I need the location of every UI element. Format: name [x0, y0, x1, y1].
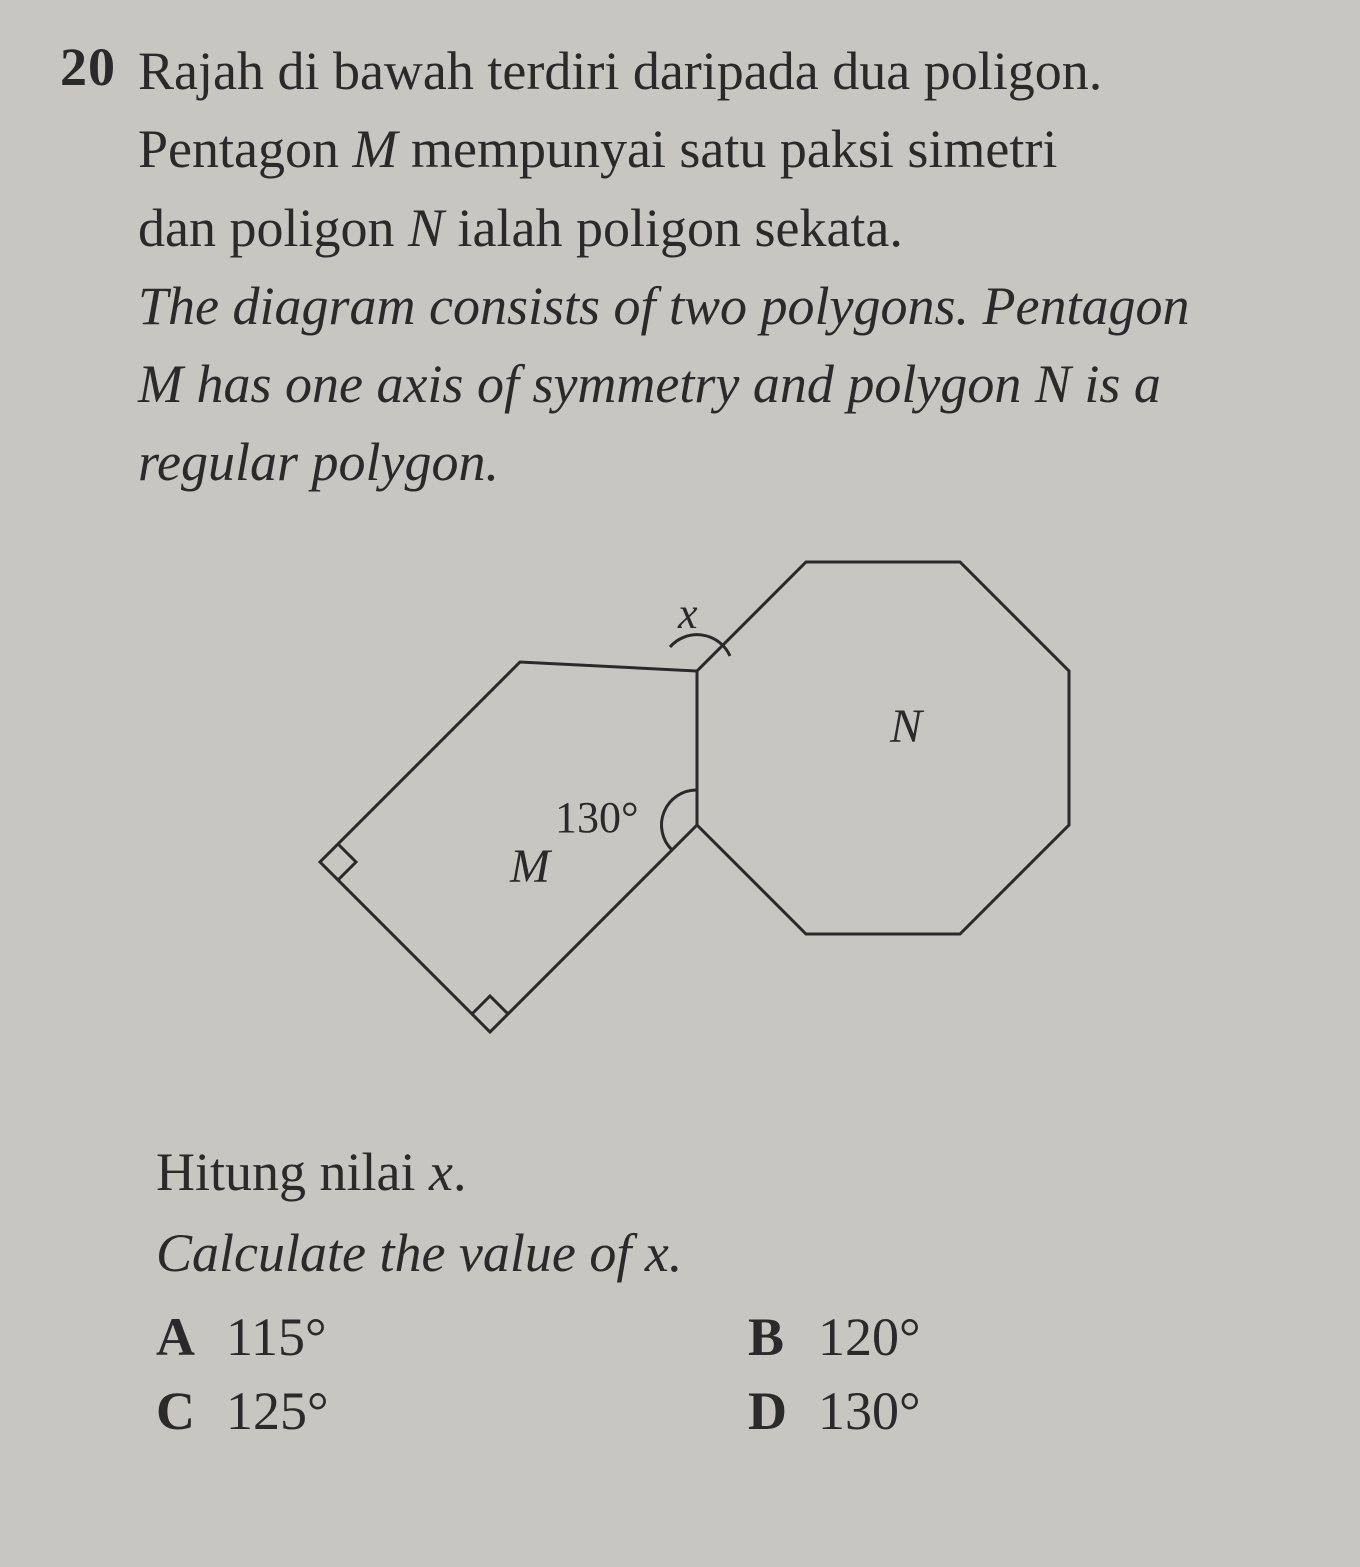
option-b: B 120° [748, 1306, 1300, 1368]
pentagon-m [320, 662, 697, 1032]
var-m-1: M [352, 119, 397, 179]
label-m: M [509, 840, 553, 893]
question-text: Rajah di bawah terdiri daripada dua poli… [138, 32, 1190, 502]
option-d: D 130° [748, 1380, 1300, 1442]
malay-line-3a: dan poligon [138, 198, 408, 258]
prompt-malay-a: Hitung nilai [156, 1142, 429, 1202]
malay-line-1: Rajah di bawah terdiri daripada dua poli… [138, 41, 1102, 101]
var-n-1: N [408, 198, 444, 258]
octagon-n [697, 562, 1069, 934]
label-x: x [677, 589, 698, 638]
option-c-letter: C [156, 1380, 226, 1442]
prompt-malay-b: . [453, 1142, 467, 1202]
english-line-3: regular polygon. [138, 432, 499, 492]
prompt-english: Calculate the value of x. [156, 1223, 682, 1283]
option-c-value: 125° [226, 1380, 329, 1442]
polygon-diagram: x N 130° M [230, 532, 1130, 1092]
malay-line-2a: Pentagon [138, 119, 352, 179]
question-number: 20 [60, 32, 116, 102]
option-d-letter: D [748, 1380, 818, 1442]
question-block: 20 Rajah di bawah terdiri daripada dua p… [60, 32, 1300, 502]
option-a-letter: A [156, 1306, 226, 1368]
option-b-value: 120° [818, 1306, 921, 1368]
english-line-2: M has one axis of symmetry and polygon N… [138, 354, 1161, 414]
prompt-block: Hitung nilai x. Calculate the value of x… [156, 1132, 1300, 1294]
option-b-letter: B [748, 1306, 818, 1368]
option-d-value: 130° [818, 1380, 921, 1442]
malay-line-2b: mempunyai satu paksi simetri [397, 119, 1057, 179]
option-c: C 125° [156, 1380, 708, 1442]
option-a-value: 115° [226, 1306, 327, 1368]
option-a: A 115° [156, 1306, 708, 1368]
prompt-var-x: x [429, 1142, 453, 1202]
label-n: N [889, 700, 925, 753]
options-grid: A 115° B 120° C 125° D 130° [156, 1306, 1300, 1442]
english-line-1: The diagram consists of two polygons. Pe… [138, 276, 1190, 336]
diagram-container: x N 130° M [60, 532, 1300, 1092]
right-angle-marker-2 [472, 996, 508, 1014]
right-angle-marker-1 [338, 844, 356, 880]
malay-line-3b: ialah poligon sekata. [444, 198, 903, 258]
label-130: 130° [555, 793, 639, 842]
